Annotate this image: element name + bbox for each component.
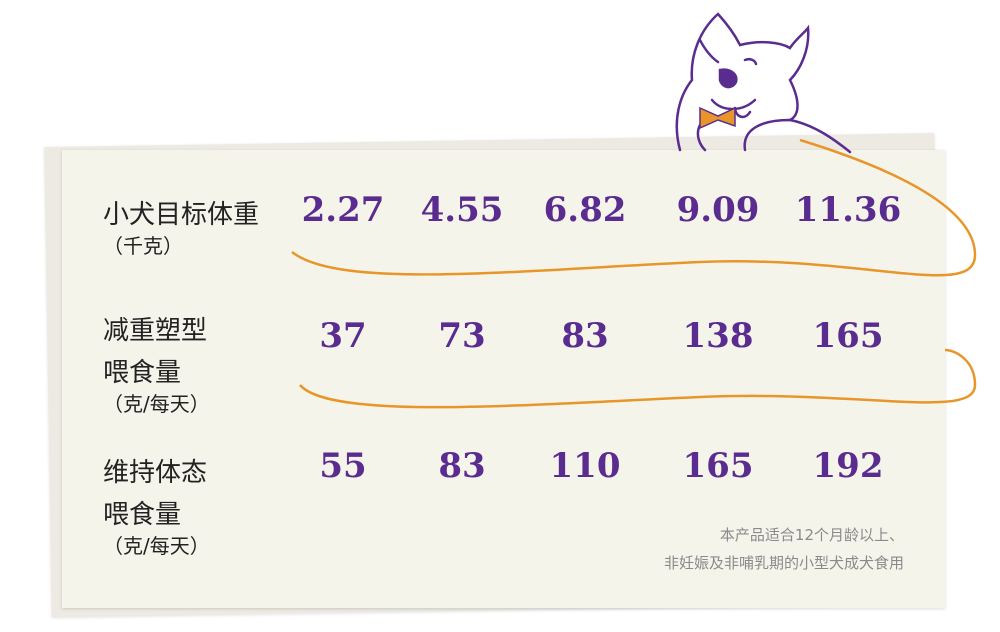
cell-value: 55: [319, 446, 367, 486]
cell-value: 4.55: [420, 190, 504, 230]
cell-value: 73: [438, 316, 486, 356]
row-label: 维持体态: [103, 458, 208, 488]
cell-value: 11.36: [794, 190, 902, 230]
wavy-lines: [291, 138, 977, 409]
cell-value: 165: [812, 316, 884, 356]
row-label: 小犬目标体重: [103, 200, 260, 230]
row-label: 喂食量: [103, 358, 182, 388]
cell-value: 83: [438, 446, 486, 486]
row-label: （克/每天）: [103, 392, 210, 416]
row-label: 喂食量: [103, 500, 182, 530]
footnote: 本产品适合12个月龄以上、: [719, 526, 904, 544]
row-label: （千克）: [103, 234, 183, 258]
cell-value: 2.27: [301, 190, 385, 230]
cell-value: 110: [549, 446, 621, 486]
footnote: 非妊娠及非哺乳期的小型犬成犬食用: [663, 554, 904, 572]
cell-value: 138: [682, 316, 754, 356]
cell-value: 9.09: [676, 190, 760, 230]
cell-value: 6.82: [543, 190, 627, 230]
cell-value: 83: [561, 316, 609, 356]
card: [62, 150, 945, 608]
row-label: 减重塑型: [103, 316, 208, 346]
dog: [675, 12, 852, 154]
cell-value: 192: [812, 446, 884, 486]
row-label: （克/每天）: [103, 534, 210, 558]
cell-value: 37: [319, 316, 367, 356]
bow-tie: [699, 106, 736, 130]
cell-value: 165: [682, 446, 754, 486]
